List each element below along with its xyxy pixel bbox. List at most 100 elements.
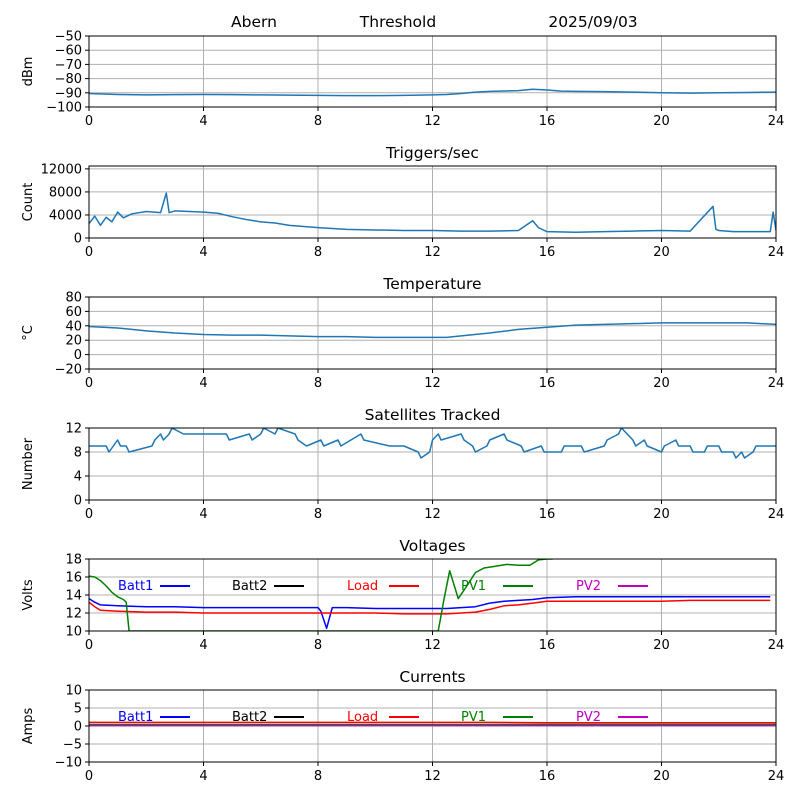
x-tick-label: 8: [314, 114, 322, 129]
y-tick-label: 0: [74, 348, 82, 363]
x-tick-label: 0: [85, 769, 93, 784]
x-tick-label: 20: [653, 638, 670, 653]
x-tick-label: 20: [653, 376, 670, 391]
x-tick-label: 12: [424, 507, 441, 522]
y-tick-label: 40: [65, 319, 82, 334]
y-tick-label: 8: [74, 446, 82, 461]
x-tick-label: 0: [85, 507, 93, 522]
chart-title: Currents: [399, 668, 465, 686]
x-tick-label: 16: [539, 376, 556, 391]
x-tick-label: 16: [539, 507, 556, 522]
y-tick-label: −10: [55, 756, 82, 771]
chart-title: Voltages: [399, 537, 465, 555]
x-tick-label: 20: [653, 507, 670, 522]
x-tick-label: 8: [314, 507, 322, 522]
chart-title: Temperature: [382, 275, 481, 293]
x-tick-label: 24: [768, 769, 785, 784]
x-tick-label: 0: [85, 638, 93, 653]
x-tick-label: 8: [314, 638, 322, 653]
y-tick-label: 4: [74, 470, 82, 485]
y-axis-label: Number: [21, 437, 36, 490]
x-tick-label: 0: [85, 245, 93, 260]
legend-label-batt2: Batt2: [232, 579, 267, 594]
y-tick-label: −60: [55, 44, 82, 59]
y-tick-label: −70: [55, 58, 82, 73]
x-tick-label: 4: [199, 507, 207, 522]
x-tick-label: 20: [653, 245, 670, 260]
x-tick-label: 20: [653, 769, 670, 784]
y-tick-label: 0: [74, 232, 82, 247]
x-tick-label: 16: [539, 638, 556, 653]
y-tick-label: 80: [65, 291, 82, 306]
x-tick-label: 8: [314, 245, 322, 260]
chart-panel-5: 0 4 8 12 16 20 24 10 12 14 16 18 Voltages Volts Batt1 B…: [21, 537, 784, 653]
x-tick-label: 24: [768, 114, 785, 129]
legend-label-pv2: PV2: [576, 579, 601, 594]
y-tick-label: 12000: [41, 162, 82, 177]
y-tick-label: 16: [65, 571, 82, 586]
y-tick-label: 5: [74, 702, 82, 717]
y-tick-label: 8000: [49, 185, 82, 200]
x-tick-label: 4: [199, 638, 207, 653]
x-tick-label: 24: [768, 638, 785, 653]
x-tick-label: 12: [424, 769, 441, 784]
y-tick-label: 10: [65, 684, 82, 699]
y-tick-label: −20: [55, 363, 82, 378]
chart-title: Triggers/sec: [385, 144, 479, 162]
chart-panel-2: 0 4 8 12 16 20 24 0 4000 8000 12000 Triggers/sec Cou…: [21, 144, 784, 260]
x-tick-label: 4: [199, 376, 207, 391]
x-tick-label: 12: [424, 376, 441, 391]
y-tick-label: 10: [65, 625, 82, 640]
x-tick-label: 4: [199, 114, 207, 129]
x-tick-label: 24: [768, 245, 785, 260]
x-tick-label: 4: [199, 769, 207, 784]
y-tick-label: 12: [65, 422, 82, 437]
legend-label-batt1: Batt1: [118, 710, 153, 725]
legend-label-pv1: PV1: [461, 579, 486, 594]
y-axis-label: Amps: [21, 707, 36, 744]
y-tick-label: 4000: [49, 208, 82, 223]
y-tick-label: 18: [65, 553, 82, 568]
legend-label-load: Load: [347, 710, 378, 725]
report-date: 2025/09/03: [548, 13, 637, 31]
y-tick-label: 12: [65, 607, 82, 622]
x-tick-label: 16: [539, 114, 556, 129]
chart-title: Satellites Tracked: [365, 406, 501, 424]
series-group: [89, 722, 776, 725]
x-tick-label: 8: [314, 769, 322, 784]
y-tick-label: −5: [63, 738, 82, 753]
threshold-label: Threshold: [359, 13, 436, 31]
figure-header: Abern Threshold 2025/09/03: [231, 13, 638, 31]
legend-label-batt2: Batt2: [232, 710, 267, 725]
legend-label-batt1: Batt1: [118, 579, 153, 594]
x-tick-label: 12: [424, 114, 441, 129]
x-tick-label: 0: [85, 114, 93, 129]
y-tick-label: −100: [46, 101, 82, 116]
legend-label-load: Load: [347, 579, 378, 594]
y-axis-label: Volts: [21, 579, 36, 611]
y-tick-label: −90: [55, 86, 82, 101]
y-tick-label: 20: [65, 334, 82, 349]
x-tick-label: 16: [539, 245, 556, 260]
x-tick-label: 12: [424, 638, 441, 653]
legend-label-pv1: PV1: [461, 710, 486, 725]
x-tick-label: 24: [768, 507, 785, 522]
y-tick-label: −50: [55, 30, 82, 45]
y-axis-label: °C: [21, 325, 36, 341]
y-tick-label: 14: [65, 589, 82, 604]
y-tick-label: −80: [55, 72, 82, 87]
y-axis-label: Count: [21, 183, 36, 222]
y-tick-label: 60: [65, 305, 82, 320]
x-tick-label: 12: [424, 245, 441, 260]
x-tick-label: 8: [314, 376, 322, 391]
x-tick-label: 24: [768, 376, 785, 391]
x-tick-label: 4: [199, 245, 207, 260]
x-tick-label: 0: [85, 376, 93, 391]
y-tick-label: 0: [74, 720, 82, 735]
